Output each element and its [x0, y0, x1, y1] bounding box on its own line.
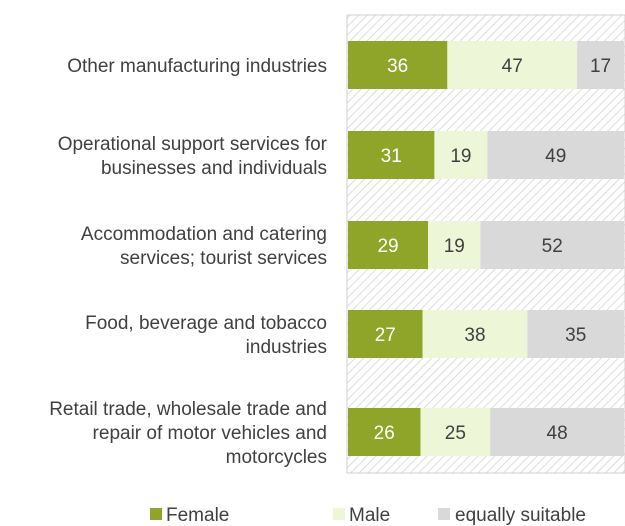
- value-label-male-4: 25: [445, 423, 466, 444]
- value-label-equally-suitable-4: 48: [547, 423, 568, 444]
- bar-equally-suitable-3: [527, 310, 624, 358]
- bar-female-1: [348, 131, 435, 179]
- category-label-2-line-1: services; tourist services: [120, 248, 327, 269]
- value-label-female-1: 31: [381, 146, 402, 167]
- value-label-equally-suitable-3: 35: [565, 325, 586, 346]
- legend-label-female: Female: [166, 505, 229, 526]
- legend-label-male: Male: [349, 505, 390, 526]
- category-label-4-line-0: Retail trade, wholesale trade and: [49, 399, 327, 420]
- value-label-female-0: 36: [387, 56, 408, 77]
- value-label-male-0: 47: [502, 56, 523, 77]
- legend-label-equally-suitable: equally suitable: [455, 505, 586, 526]
- bar-equally-suitable-2: [480, 221, 624, 269]
- legend-swatch-equally-suitable: [438, 508, 450, 520]
- category-label-3-line-1: industries: [246, 337, 327, 358]
- value-label-male-2: 19: [444, 236, 465, 257]
- category-label-4-line-1: repair of motor vehicles and: [93, 423, 327, 444]
- bar-male-3: [422, 310, 528, 358]
- value-label-male-1: 19: [450, 146, 471, 167]
- bar-male-0: [447, 41, 578, 89]
- bar-female-3: [348, 310, 423, 358]
- value-label-equally-suitable-1: 49: [545, 146, 566, 167]
- category-label-1-line-1: businesses and individuals: [101, 158, 327, 179]
- category-label-2-line-0: Accommodation and catering: [81, 224, 327, 245]
- bar-female-4: [348, 408, 421, 456]
- value-label-female-3: 27: [375, 325, 396, 346]
- value-label-male-3: 38: [464, 325, 485, 346]
- bar-equally-suitable-1: [487, 131, 624, 179]
- category-label-0-line-0: Other manufacturing industries: [67, 56, 327, 77]
- legend-swatch-female: [150, 508, 162, 520]
- bar-equally-suitable-4: [490, 408, 624, 456]
- bar-male-4: [420, 408, 491, 456]
- category-labels: Other manufacturing industries Operationa…: [49, 56, 327, 468]
- value-label-female-4: 26: [374, 423, 395, 444]
- value-label-female-2: 29: [377, 236, 398, 257]
- value-label-equally-suitable-0: 17: [590, 56, 611, 77]
- legend-swatch-male: [333, 508, 345, 520]
- value-label-equally-suitable-2: 52: [542, 236, 563, 257]
- category-label-4-line-2: motorcycles: [226, 447, 327, 468]
- bar-equally-suitable-0: [577, 41, 624, 89]
- category-label-3-line-0: Food, beverage and tobacco: [85, 313, 327, 334]
- bar-female-2: [348, 221, 429, 269]
- bar-female-0: [348, 41, 448, 89]
- bars-group: 36 47 17 31 19 49 29 19 52 27 38 35 26 25 48: [348, 41, 624, 456]
- bar-male-1: [434, 131, 488, 179]
- category-label-1-line-0: Operational support services for: [58, 134, 328, 155]
- legend: Female Male equally suitable: [150, 505, 586, 526]
- bar-male-2: [428, 221, 481, 269]
